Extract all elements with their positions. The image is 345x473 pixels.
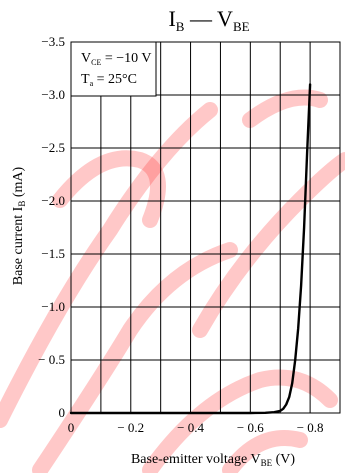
- y-axis-label: Base current IB (mA): [11, 166, 27, 285]
- legend-line-ta: Ta = 25°C: [81, 72, 137, 88]
- y-tick-label: −1.0: [41, 299, 65, 314]
- chart-title: IB — VBE: [168, 6, 249, 34]
- y-tick-label: 0: [59, 405, 66, 420]
- grid-lines: [71, 42, 340, 413]
- y-tick-label: −2.5: [41, 140, 65, 155]
- legend-box: [70, 41, 157, 97]
- y-tick-label: −3.5: [41, 34, 65, 49]
- y-tick-label: − 0.5: [38, 352, 65, 367]
- ib-vbe-curve: [69, 83, 312, 415]
- watermark-stroke-7: [222, 430, 308, 473]
- y-tick-label: −2.0: [41, 193, 65, 208]
- watermark-stroke-2: [32, 242, 238, 473]
- legend-line-vce: VCE = −10 V: [81, 51, 152, 67]
- x-tick-label: 0: [68, 420, 75, 435]
- legend: VCE = −10 V Ta = 25°C: [70, 41, 157, 97]
- x-tick-label: − 0.4: [177, 420, 204, 435]
- x-tick-labels: 0 − 0.2 − 0.4 − 0.6 − 0.8: [68, 420, 324, 435]
- y-tick-labels: 0 − 0.5 −1.0 −1.5 −2.0 −2.5 −3.0 −3.5: [38, 34, 65, 420]
- x-tick-label: − 0.2: [117, 420, 144, 435]
- x-axis-label: Base-emitter voltage VBE (V): [131, 452, 295, 468]
- y-tick-label: −1.5: [41, 246, 65, 261]
- y-tick-label: −3.0: [41, 87, 65, 102]
- watermark-stroke-1: [0, 102, 218, 428]
- x-tick-label: − 0.8: [297, 420, 324, 435]
- x-tick-label: − 0.6: [237, 420, 264, 435]
- watermark-stroke-5: [242, 89, 328, 128]
- watermark-stroke-4: [52, 150, 166, 228]
